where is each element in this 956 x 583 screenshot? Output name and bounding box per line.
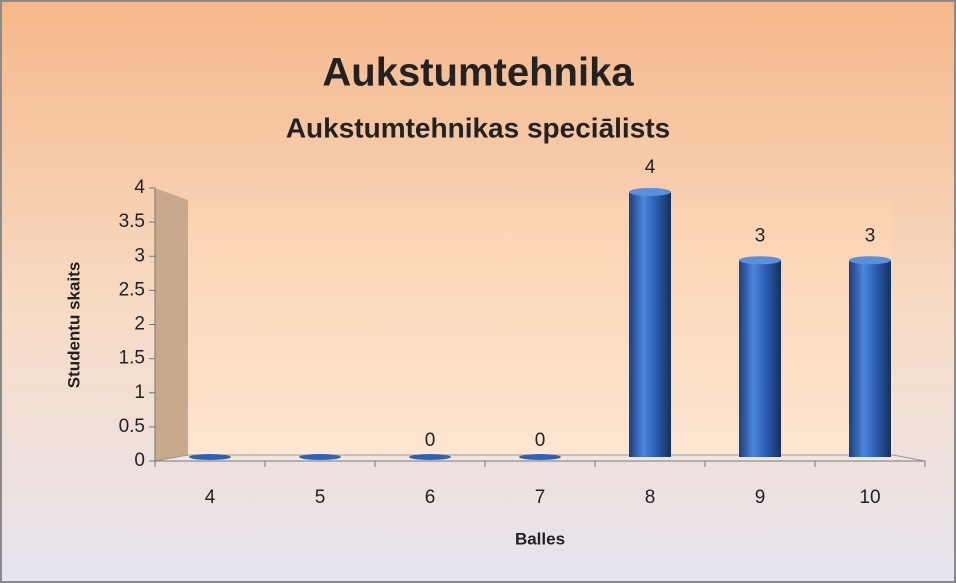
- bar: [629, 192, 671, 457]
- bar: [299, 454, 341, 460]
- y-axis-label: Studentu skaits: [64, 262, 83, 389]
- chart-subtitle: Aukstumtehnikas speciālists: [286, 112, 670, 143]
- bar-top: [739, 256, 781, 265]
- x-tick-label: 4: [205, 487, 216, 508]
- data-label: 3: [865, 225, 876, 246]
- x-tick-label: 5: [315, 487, 326, 508]
- data-label: 0: [535, 430, 546, 451]
- y-tick-label: 1: [134, 382, 145, 403]
- x-tick-label: 8: [645, 487, 656, 508]
- data-label: 0: [425, 430, 436, 451]
- y-tick-label: 3: [134, 245, 145, 266]
- chart-title: Aukstumtehnika: [322, 51, 634, 95]
- bar: [739, 260, 781, 457]
- bar: [849, 260, 891, 457]
- y-tick-label: 3.5: [119, 211, 145, 232]
- y-tick-label: 0: [134, 450, 145, 471]
- x-axis-label: Balles: [515, 529, 565, 548]
- bar: [189, 454, 231, 460]
- back-wall: [188, 200, 893, 455]
- y-tick-label: 2.5: [119, 279, 145, 300]
- bar: [409, 454, 451, 460]
- y-tick-label: 4: [134, 177, 145, 198]
- x-tick-label: 6: [425, 487, 436, 508]
- side-wall: [155, 188, 188, 461]
- x-tick-label: 7: [535, 487, 546, 508]
- y-tick-label: 2: [134, 314, 145, 335]
- bar: [519, 454, 561, 460]
- data-label: 3: [755, 225, 766, 246]
- x-tick-label: 9: [755, 487, 766, 508]
- y-tick-label: 1.5: [119, 348, 145, 369]
- bar-top: [849, 256, 891, 265]
- bar-top: [629, 188, 671, 196]
- x-tick-label: 10: [859, 487, 880, 508]
- y-tick-label: 0.5: [119, 416, 145, 437]
- data-label: 4: [645, 157, 656, 178]
